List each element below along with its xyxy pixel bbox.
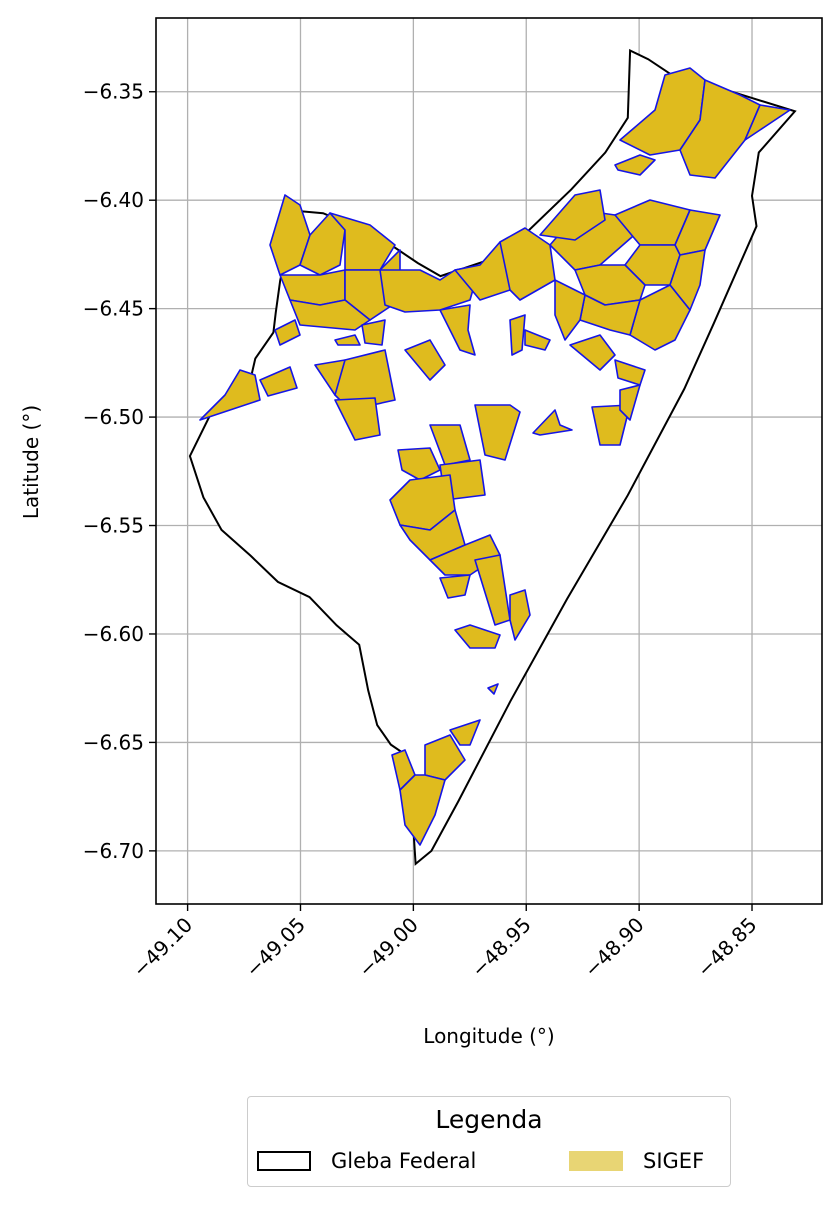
sigef-parcel [404,339,446,381]
sigef-parcel [199,369,261,421]
map-figure: −49.10 −49.05 −49.00 −48.95 −48.90 −48.85 −6.3… [19,17,823,1048]
sigef-parcel [439,304,476,356]
axes-frame [155,17,823,905]
x-tick-label: −49.05 [241,913,310,982]
legend-entry-sigef: SIGEF [569,1149,704,1173]
legend-label-sigef: SIGEF [643,1149,705,1173]
legend-entry-gleba-federal: Gleba Federal [257,1149,476,1173]
y-tick-label: −6.60 [83,622,144,646]
sigef-parcel [274,319,301,346]
sigef-parcel [509,314,526,356]
sigef-parcel [744,104,791,141]
sigef-parcel [424,734,466,781]
y-tick-label: −6.45 [83,297,144,321]
sigef-parcel [474,404,521,461]
sigef-parcel [289,299,371,331]
legend-swatch-outline [257,1151,311,1171]
x-tick-label: −48.85 [692,913,761,982]
sigef-parcel [429,424,471,466]
sigef-parcel [454,624,501,649]
sigef-parcel [619,384,641,421]
y-tick-label: −6.50 [83,405,144,429]
y-axis-label: Latitude (°) [19,405,43,519]
legend-title: Legenda [435,1105,543,1134]
map-area [188,48,797,866]
sigef-parcel [334,397,381,441]
legend-label-gleba-federal: Gleba Federal [331,1149,477,1173]
x-tick-label: −48.95 [466,913,535,982]
sigef-parcel [509,589,531,641]
sigef-parcel [554,279,586,341]
legend-swatch-fill [569,1151,623,1171]
sigef-parcel [524,329,551,351]
sigef-parcel [439,574,471,599]
x-axis-label: Longitude (°) [423,1024,554,1048]
y-tick-label: −6.65 [83,730,144,754]
sigef-parcel [449,719,481,746]
sigef-parcel [591,404,631,446]
sigef-parcel [487,683,499,695]
sigef-parcel [569,334,616,371]
sigef-parcel [614,154,656,176]
legend: Legenda Gleba Federal SIGEF [247,1096,731,1187]
x-tick-label: −49.00 [354,913,423,982]
sigef-parcel [399,774,446,846]
sigef-parcel [334,334,361,346]
sigef-parcel [361,319,386,346]
y-tick-label: −6.55 [83,514,144,538]
sigef-parcel [259,366,298,397]
x-tick-label: −49.10 [128,913,197,982]
y-tick-label: −6.40 [83,188,144,212]
sigef-parcel [539,189,606,241]
sigef-parcel [397,447,441,481]
x-tick-label: −48.90 [579,913,648,982]
sigef-parcels [199,67,791,846]
y-tick-label: −6.35 [83,80,144,104]
sigef-parcel [532,409,573,436]
y-tick-label: −6.70 [83,839,144,863]
